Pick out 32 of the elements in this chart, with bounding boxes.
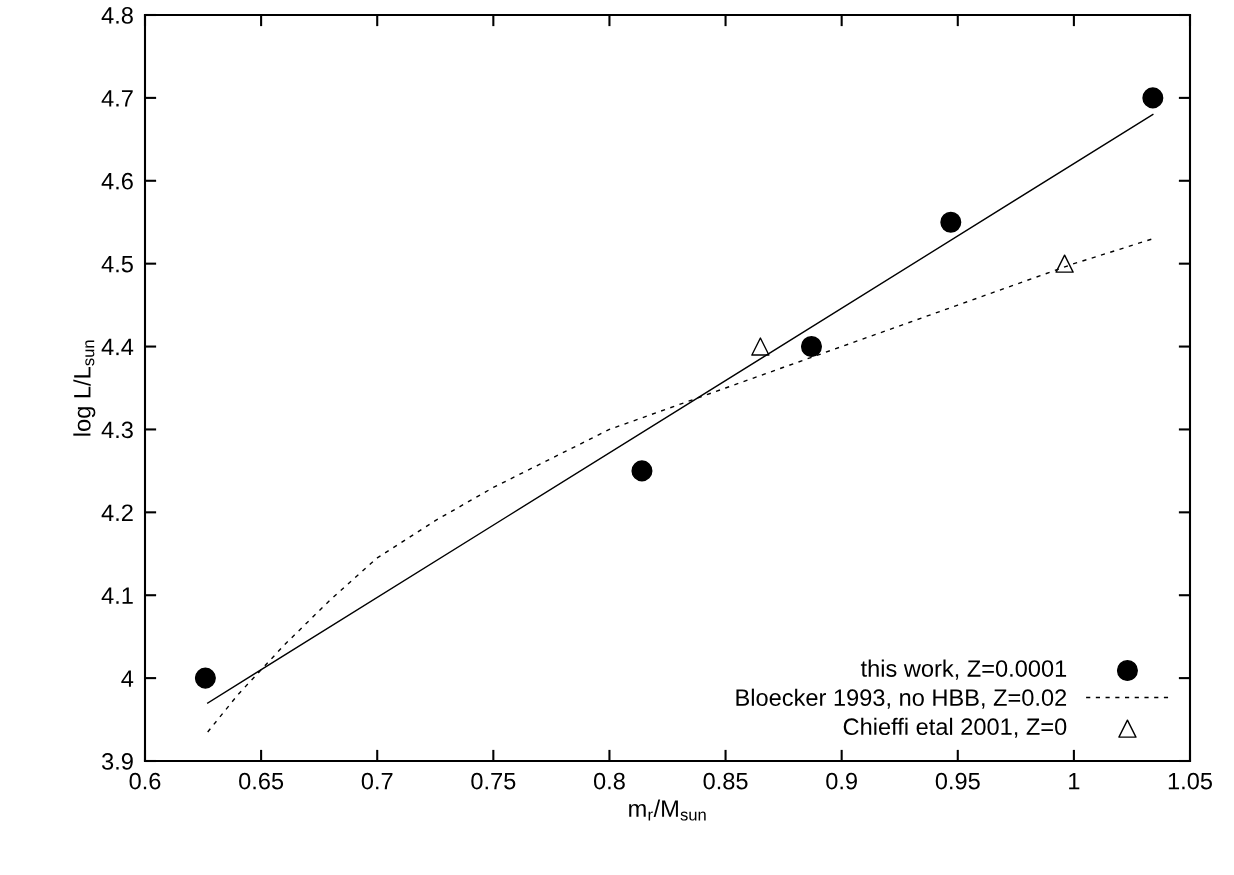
y-tick-label: 4.2 [101,504,133,521]
y-tick-label: 4.3 [101,421,133,439]
x-tick-label: 0.7 [361,772,393,790]
y-tick-label: 4.8 [101,7,133,24]
x-tick-label: 0.65 [239,772,284,790]
point [631,460,653,482]
x-tick-label: 0.85 [703,772,748,790]
point [940,211,962,233]
y-tick-label: 4.1 [101,587,133,604]
point [1055,254,1074,273]
y-tick-label: 4.6 [101,172,133,190]
x-tick-label: 0.9 [826,772,857,790]
y-axis-title: log L/L$_{sun}$ [73,340,96,436]
legend-label: Chieffi etal 2001, Z=0 [843,717,1067,738]
y-tick-label: 4.4 [101,338,134,356]
x-tick-label: 1.05 [1168,772,1212,790]
y-tick-label: 4 [121,670,134,687]
point [751,337,770,356]
x-tick-label: 0.6 [129,772,161,790]
point [194,667,216,689]
legend-label: Bloecker 1993, no HBB, Z=0.02 [736,688,1067,709]
point [800,336,822,358]
y-tick-label: 4.5 [101,255,133,273]
y-tick-label: 3.9 [101,753,133,770]
y-tick-label: 4.7 [101,90,133,107]
x-tick-label: 0.75 [471,772,516,790]
x-tick-label: 0.95 [935,772,980,790]
x-tick-label: 1 [1069,772,1080,790]
point [1142,87,1164,109]
legend-label: this work, Z=0.0001 [860,659,1067,680]
x-axis-title: m$_{r}$/M$_{sun}$ [629,799,706,821]
x-tick-label: 0.8 [593,772,625,790]
